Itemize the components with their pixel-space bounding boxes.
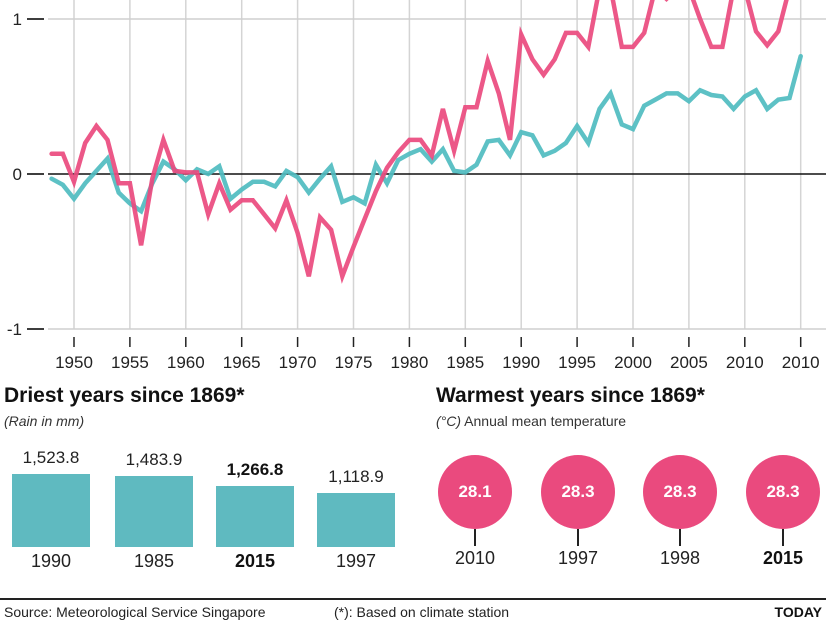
temperature-year-label: 2010 <box>454 548 496 568</box>
bar-year-label: 1985 <box>133 551 175 571</box>
grid-layer <box>48 0 826 330</box>
bar-value-label: 1,483.9 <box>125 449 183 469</box>
x-tick-label: 1955 <box>111 353 149 372</box>
y-tick-label: 0 <box>13 165 22 184</box>
connector-line <box>679 529 681 546</box>
bar-year-label: 1990 <box>30 551 72 571</box>
axis-layer: 1950 1955 1960 1965 1970 1975 1980 1985 1990 1995… <box>7 10 820 372</box>
bar <box>12 474 90 547</box>
x-tick-label: 1970 <box>279 353 317 372</box>
y-tick-label: -1 <box>7 320 22 339</box>
x-tick-label: 1960 <box>167 353 205 372</box>
temperature-year-label: 2015 <box>762 548 804 568</box>
footnote: (*): Based on climate station <box>334 604 510 620</box>
bar-value-label: 1,266.8 <box>226 460 284 480</box>
connector-line <box>782 529 784 546</box>
x-tick-label: 2005 <box>670 353 708 372</box>
x-tick-label: 1950 <box>55 353 93 372</box>
x-tick-label: 2000 <box>614 353 652 372</box>
bar-value-label: 1,523.8 <box>22 448 80 467</box>
x-tick-label: 1980 <box>390 353 428 372</box>
series-layer <box>49 0 803 284</box>
temperature-bubble: 28.3 <box>541 455 615 529</box>
bar <box>317 493 395 547</box>
brand-logo: TODAY <box>774 604 822 620</box>
warmest-subtitle-text: Annual mean temperature <box>464 413 627 429</box>
x-tick-label: 2010 <box>726 353 764 372</box>
connector-line <box>474 529 476 546</box>
connector-line <box>577 529 579 546</box>
x-tick-label: 1975 <box>335 353 373 372</box>
bar <box>115 475 193 547</box>
source-note: Source: Meteorological Service Singapore <box>4 604 266 620</box>
x-tick-label: 2010 <box>782 353 820 372</box>
driest-subtitle-text: (Rain in mm) <box>4 413 85 429</box>
line-chart: 1950 1955 1960 1965 1970 1975 1980 1985 1990 1995… <box>7 0 826 372</box>
x-tick-label: 1990 <box>502 353 540 372</box>
x-tick-label: 1965 <box>223 353 261 372</box>
warmest-title: Warmest years since 1869* <box>436 384 705 407</box>
x-tick-label: 1995 <box>558 353 596 372</box>
warmest-unit: (°C) <box>436 413 462 429</box>
bar-year-label: 1997 <box>335 551 377 571</box>
temperature-bubble: 28.3 <box>643 455 717 529</box>
temperature-bubble: 28.1 <box>438 455 512 529</box>
driest-title: Driest years since 1869* <box>4 384 245 407</box>
temperature-year-label: 1997 <box>557 548 599 568</box>
temperature-bubble: 28.3 <box>746 455 820 529</box>
bar-value-label: 1,118.9 <box>328 467 384 487</box>
pink-series-line <box>49 0 789 284</box>
y-tick-label: 1 <box>13 10 22 29</box>
temperature-year-label: 1998 <box>659 548 701 568</box>
x-tick-label: 1985 <box>446 353 484 372</box>
bar-year-label: 2015 <box>234 551 276 571</box>
bar <box>216 486 294 547</box>
footer-divider <box>0 598 826 600</box>
driest-subtitle: (Rain in mm) <box>4 413 84 429</box>
warmest-subtitle: (°C) Annual mean temperature <box>436 413 626 429</box>
